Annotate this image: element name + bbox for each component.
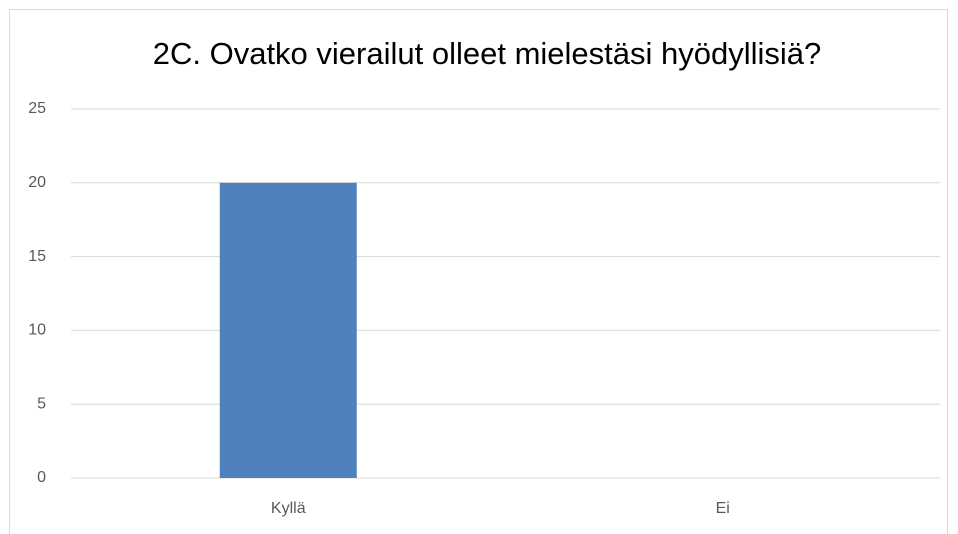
x-tick-label: Ei	[716, 500, 730, 517]
chart-border	[9, 9, 948, 534]
chart-title: 2C. Ovatko vierailut olleet mielestäsi h…	[153, 36, 822, 71]
y-tick-label: 25	[28, 100, 46, 117]
y-tick-label: 5	[37, 395, 46, 412]
y-tick-label: 0	[37, 469, 46, 486]
y-tick-label: 15	[28, 248, 46, 265]
x-tick-label: Kyllä	[271, 500, 306, 517]
bar	[219, 182, 357, 479]
y-tick-label: 20	[28, 174, 46, 191]
y-tick-label: 10	[28, 322, 46, 339]
